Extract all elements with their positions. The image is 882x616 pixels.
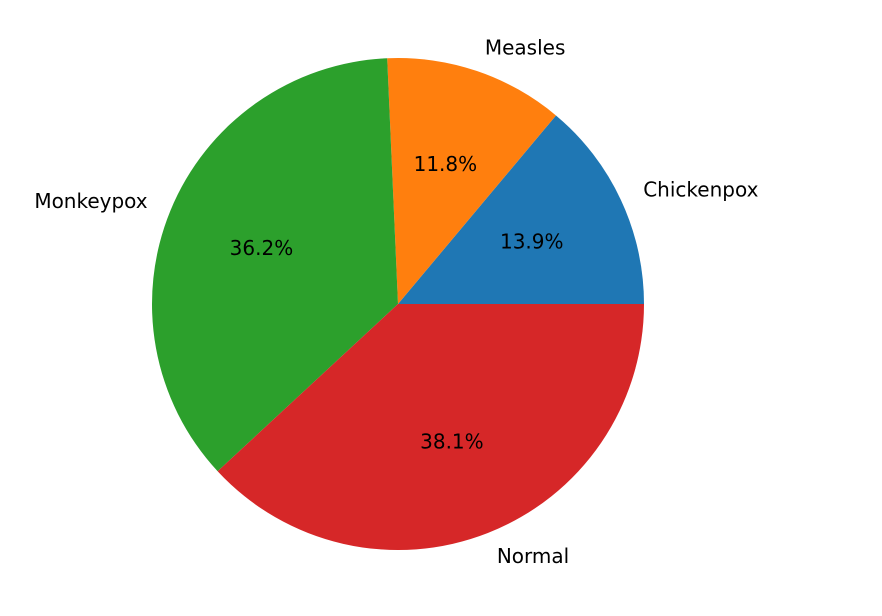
category-labels: Chickenpox Measles Monkeypox Normal bbox=[34, 36, 758, 568]
category-label-measles: Measles bbox=[485, 36, 566, 60]
percent-label-monkeypox: 36.2% bbox=[230, 236, 294, 260]
slice-chickenpox bbox=[398, 115, 644, 304]
slice-measles bbox=[387, 58, 556, 305]
category-label-monkeypox: Monkeypox bbox=[34, 189, 147, 213]
percent-label-measles: 11.8% bbox=[414, 152, 478, 176]
slice-normal bbox=[217, 304, 644, 551]
category-label-chickenpox: Chickenpox bbox=[643, 178, 758, 202]
category-label-normal: Normal bbox=[497, 544, 569, 568]
pie-slices bbox=[152, 58, 644, 551]
percent-labels: 13.9% 11.8% 36.2% 38.1% bbox=[230, 152, 564, 453]
percent-label-normal: 38.1% bbox=[420, 429, 484, 453]
percent-label-chickenpox: 13.9% bbox=[500, 230, 564, 254]
slice-monkeypox bbox=[152, 58, 398, 472]
